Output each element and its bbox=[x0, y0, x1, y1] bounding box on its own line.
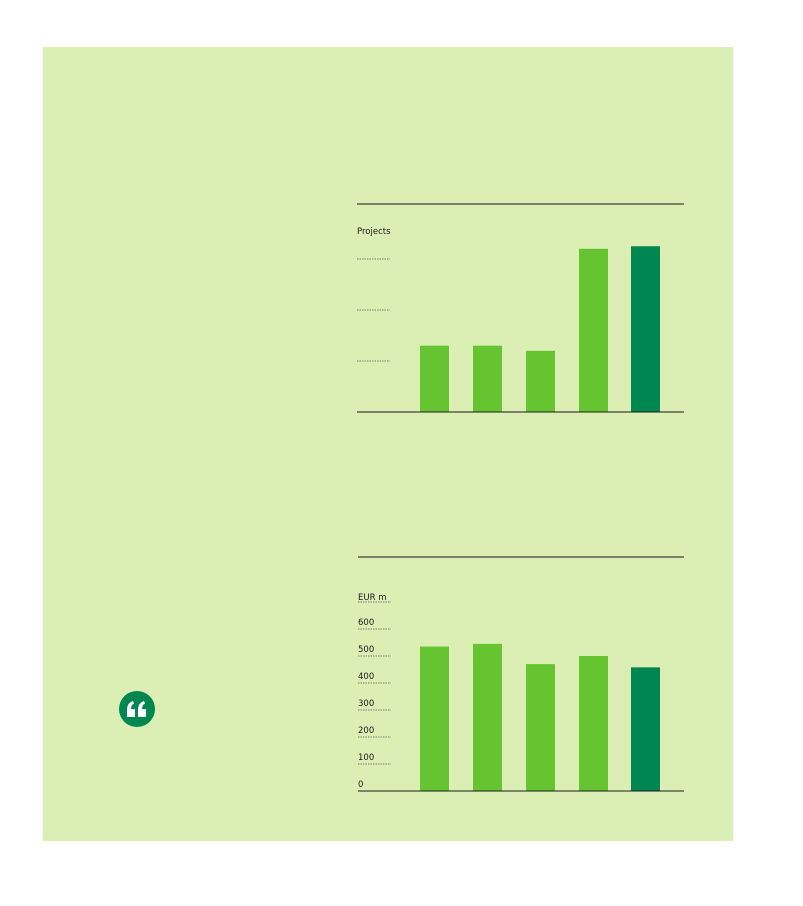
bar bbox=[526, 664, 555, 791]
bar bbox=[579, 656, 608, 791]
projects-bar-chart: Projects bbox=[357, 203, 684, 413]
y-tick-label: 200 bbox=[358, 726, 374, 736]
eur-bar-chart: EUR m 0 100 200 300 400 500 600 bbox=[358, 556, 684, 792]
y-tick-label: 300 bbox=[358, 699, 374, 709]
background-panel: Projects EUR m 0 100 200 300 400 500 600 bbox=[43, 47, 733, 841]
y-tick-label: 0 bbox=[358, 780, 363, 790]
y-tick-label: 600 bbox=[358, 618, 374, 628]
bar-highlight bbox=[631, 667, 660, 791]
bar-highlight bbox=[631, 246, 660, 412]
bar bbox=[420, 646, 449, 791]
bar bbox=[420, 345, 449, 412]
y-tick-label: 400 bbox=[358, 672, 374, 682]
y-axis-label: EUR m bbox=[358, 593, 386, 603]
y-tick-label: 500 bbox=[358, 645, 374, 655]
left-double-quote-icon bbox=[127, 701, 146, 717]
bar bbox=[473, 643, 502, 791]
bar bbox=[526, 350, 555, 412]
y-tick-label: 100 bbox=[358, 753, 374, 763]
bar bbox=[579, 248, 608, 412]
bar bbox=[473, 345, 502, 412]
quote-badge bbox=[119, 691, 155, 727]
y-axis-label: Projects bbox=[357, 227, 391, 237]
